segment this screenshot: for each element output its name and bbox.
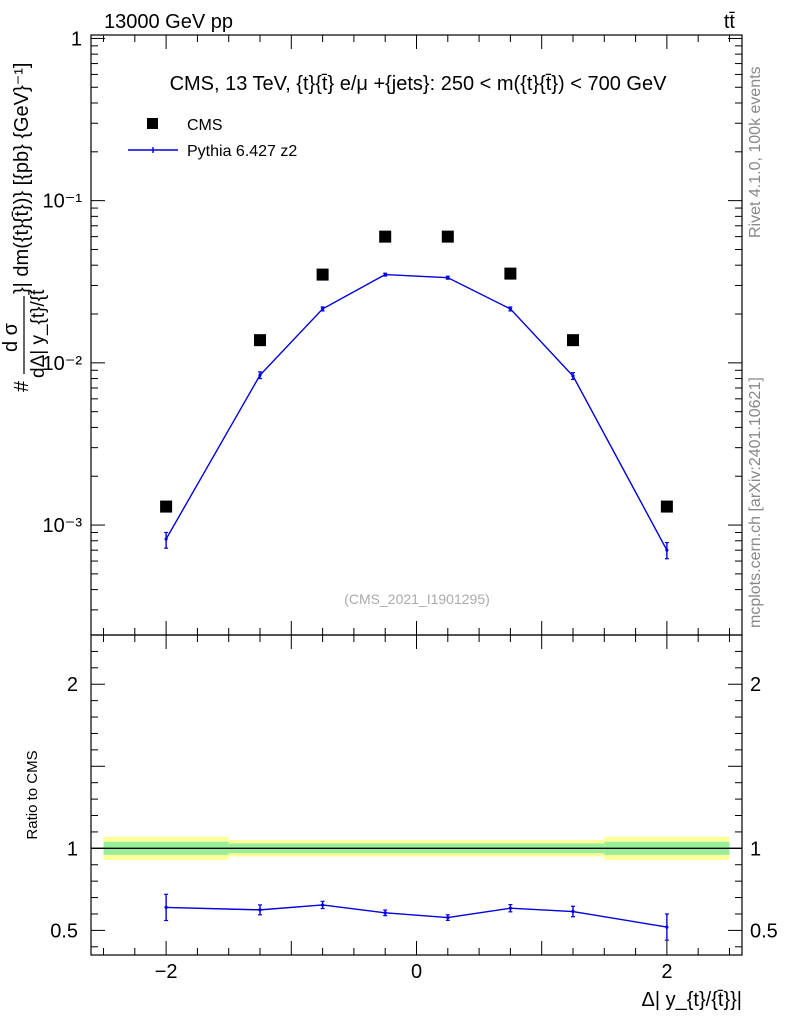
y-label-tail: }| dm({t}{t̄})} [{pb} {GeV}⁻¹] — [11, 63, 33, 294]
pythia-point — [383, 272, 387, 277]
main-y-axis-label: # d σ dΔ| y_{t}/{t̄ }| dm({t}{t̄})} [{pb… — [0, 63, 49, 392]
main-y-tick-label: 10⁻³ — [43, 515, 83, 537]
pythia-series-line — [165, 273, 668, 551]
ratio-plot-frame — [90, 634, 743, 956]
x-axis-label: Δ| y_{t}/{t̄}}| — [642, 989, 743, 1011]
y-label-numerator: d σ — [0, 322, 22, 352]
ratio-y-tick-label: 2 — [67, 674, 78, 696]
ratio-point — [665, 925, 669, 929]
cms-data-point — [379, 230, 392, 243]
x-tick-label: 2 — [661, 961, 672, 983]
legend-pythia-label: Pythia 6.427 z2 — [187, 143, 297, 160]
energy-label: 13000 GeV pp — [104, 11, 233, 33]
source-label: mcplots.cern.ch [arXiv:2401.10621] — [747, 377, 764, 628]
cms-data-point — [566, 334, 579, 347]
pythia-point — [446, 276, 450, 280]
ratio-point — [446, 915, 450, 920]
legend-cms-label: CMS — [187, 117, 223, 134]
main-plot-title: CMS, 13 TeV, {t}{t̄} e/μ +{jets}: 250 < … — [170, 73, 668, 95]
legend-cms-marker — [147, 118, 158, 129]
ratio-point — [258, 908, 262, 912]
ratio-y-tick-label-right: 2 — [750, 674, 761, 696]
main-y-tick-label: 1 — [71, 28, 82, 50]
cms-data-point — [254, 334, 267, 347]
ratio-y-tick-label-right: 0.5 — [750, 920, 778, 942]
pythia-point — [665, 548, 669, 552]
cms-data-point — [441, 230, 454, 243]
watermark: (CMS_2021_I1901295) — [344, 591, 490, 607]
ratio-point — [571, 909, 575, 914]
ratio-y-tick-label-right: 1 — [750, 838, 761, 860]
rivet-label: Rivet 4.1.0, 100k events — [747, 66, 764, 238]
main-y-tick-label: 10⁻² — [43, 353, 83, 375]
ratio-y-axis-label: Ratio to CMS — [24, 750, 41, 839]
ratio-plot-panel: 0.5 0.5 1 1 2 2 −2 0 2 Ratio to CMS — [24, 634, 778, 983]
main-y-tick-label: 10⁻¹ — [43, 191, 83, 213]
ratio-pythia-line — [166, 904, 667, 928]
pythia-point — [508, 307, 512, 311]
cms-data-point — [316, 268, 329, 281]
pythia-point — [571, 374, 575, 378]
y-label-prefix: # — [11, 380, 33, 392]
ratio-point — [508, 906, 512, 910]
process-label: tt̄ — [724, 11, 736, 33]
y-label-denominator: dΔ| y_{t}/{t̄ — [28, 289, 49, 378]
cms-data-point — [160, 500, 173, 513]
cms-data-point — [660, 500, 673, 513]
ratio-point — [321, 903, 325, 907]
pythia-point — [164, 537, 168, 541]
x-tick-label: 0 — [411, 961, 422, 983]
pythia-point — [321, 307, 325, 311]
legend: CMS Pythia 6.427 z2 — [128, 117, 297, 160]
ratio-point — [383, 911, 387, 915]
pythia-point — [258, 373, 262, 377]
x-tick-label: −2 — [155, 961, 178, 983]
ratio-point — [164, 905, 168, 910]
ratio-y-tick-label: 1 — [67, 838, 78, 860]
cms-data-point — [504, 267, 517, 280]
ratio-y-tick-label: 0.5 — [50, 920, 78, 942]
